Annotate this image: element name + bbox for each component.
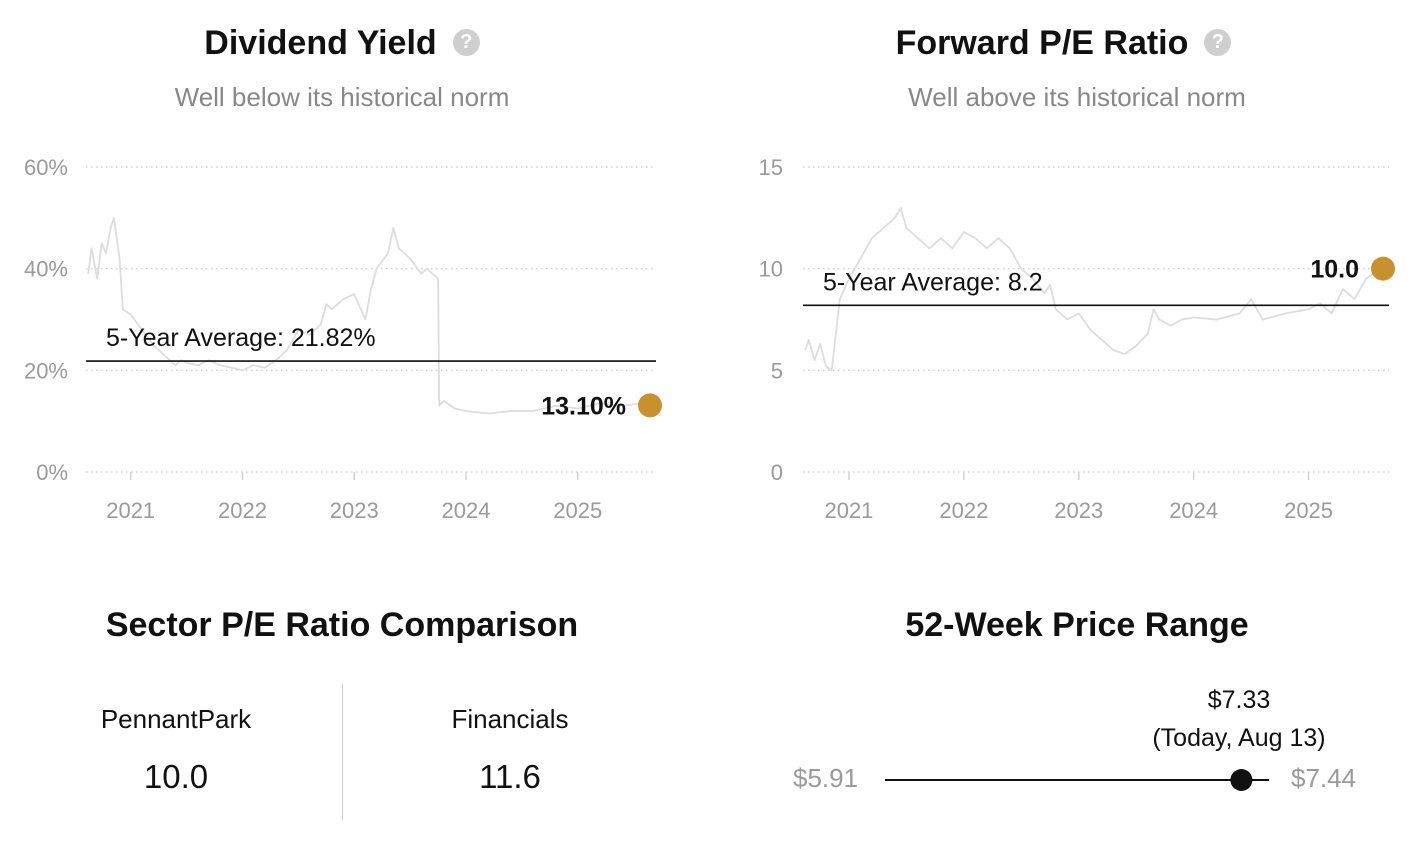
price-range-high-label: $7.44 (1291, 763, 1357, 793)
x-tick-label: 2024 (442, 498, 491, 523)
y-tick-label: 0 (771, 460, 783, 485)
dividend-yield-title: Dividend Yield? (0, 24, 684, 63)
price-range-bar (885, 769, 1269, 791)
series-line (804, 206, 1381, 372)
y-tick-label: 0% (36, 460, 68, 485)
current-value-label: 13.10% (541, 392, 626, 420)
price-range-current-value: $7.33 (1207, 686, 1271, 714)
x-tick-label: 2021 (824, 498, 873, 523)
average-label: 5-Year Average: 21.82% (106, 324, 376, 352)
series-line (87, 216, 648, 415)
sector-item-value-pennantpark: 10.0 (143, 758, 209, 795)
forward-pe-subtitle: Well above its historical norm (908, 82, 1246, 112)
average-label: 5-Year Average: 8.2 (823, 268, 1043, 296)
price-range-current-label: $7.33 (Today, Aug 13) (1119, 681, 1359, 757)
sector-pe-panel: Sector P/E Ratio Comparison PennantPark … (0, 580, 709, 854)
current-value-label: 10.0 (1310, 256, 1359, 284)
y-tick-label: 60% (24, 155, 68, 180)
question-circle-icon[interactable]: ? (1204, 28, 1232, 56)
price-range-title: 52-Week Price Range (905, 606, 1249, 644)
y-tick-label: 20% (24, 358, 68, 383)
dividend-yield-title-text: Dividend Yield (204, 24, 437, 62)
y-tick-label: 15 (759, 155, 783, 180)
x-tick-label: 2021 (106, 498, 155, 523)
current-value-dot (638, 393, 662, 418)
current-value-dot (1371, 256, 1395, 281)
dividend-yield-subtitle: Well below its historical norm (174, 82, 510, 112)
sector-item-name-pennantpark: PennantPark (100, 704, 252, 734)
sector-pe-title: Sector P/E Ratio Comparison (105, 606, 579, 644)
forward-pe-title: Forward P/E Ratio? (709, 24, 1418, 63)
y-tick-label: 10 (759, 257, 783, 282)
x-tick-label: 2022 (218, 498, 267, 523)
x-tick-label: 2022 (939, 498, 988, 523)
y-tick-label: 5 (771, 358, 783, 383)
price-range-marker (1230, 769, 1253, 791)
x-tick-label: 2023 (330, 498, 379, 523)
forward-pe-title-text: Forward P/E Ratio (895, 24, 1189, 62)
x-tick-label: 2024 (1169, 498, 1218, 523)
sector-divider (342, 684, 343, 820)
dividend-yield-chart: 0% 20% 40% 60% 2021 2022 2023 2024 2025 5-Year Av… (24, 155, 662, 523)
y-tick-label: 40% (24, 257, 68, 282)
price-range-panel: 52-Week Price Range $7.33 (Today, Aug 13… (709, 580, 1418, 854)
price-range-low-label: $5.91 (793, 763, 859, 793)
x-tick-label: 2025 (553, 498, 602, 523)
forward-pe-chart: 0 5 10 15 2021 2022 2023 2024 2025 5-Year Average… (759, 155, 1395, 523)
sector-item-name-financials: Financials (451, 704, 569, 734)
question-circle-icon[interactable]: ? (452, 28, 480, 56)
price-range-current-note: (Today, Aug 13) (1152, 724, 1326, 752)
x-tick-label: 2025 (1284, 498, 1333, 523)
sector-item-value-financials: 11.6 (479, 758, 541, 795)
dividend-yield-panel: Dividend Yield? Well below its historica… (0, 0, 709, 560)
x-tick-label: 2023 (1054, 498, 1103, 523)
forward-pe-panel: Forward P/E Ratio? Well above its histor… (709, 0, 1418, 560)
